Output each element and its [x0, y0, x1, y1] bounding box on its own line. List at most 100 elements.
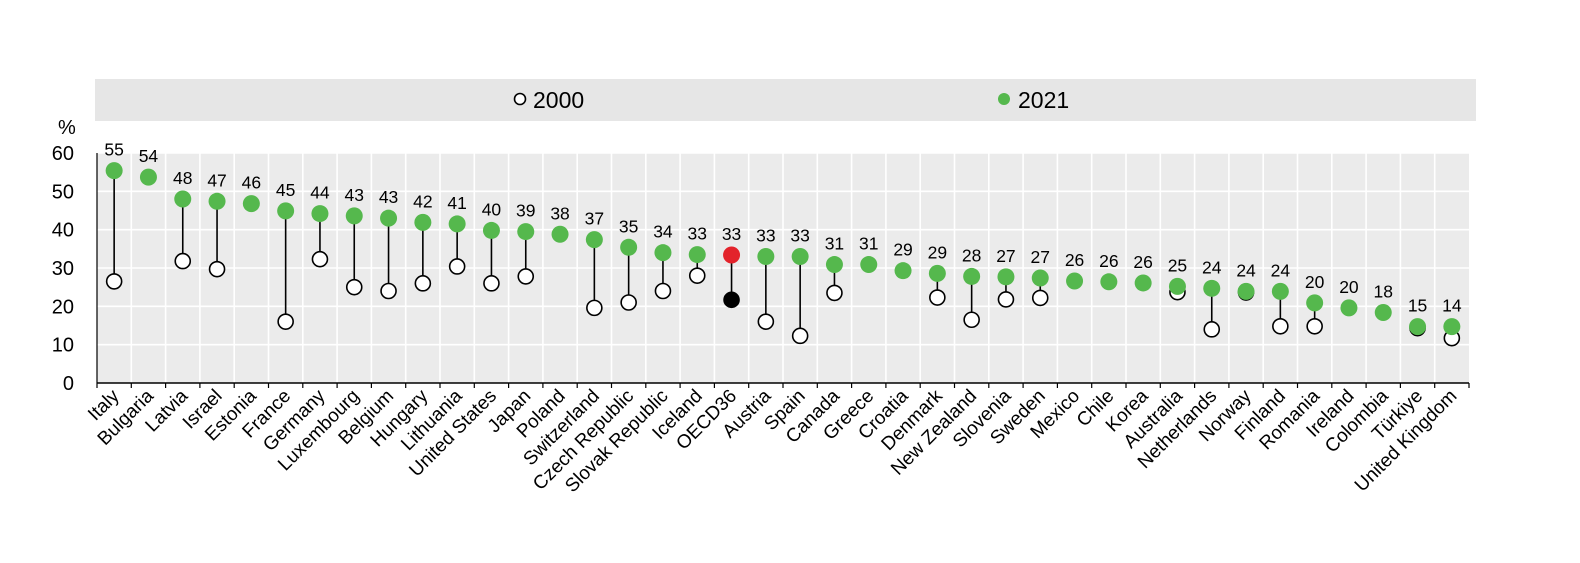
data-label: 31	[825, 234, 844, 254]
point-2000	[1203, 321, 1221, 338]
data-label: 46	[242, 173, 261, 193]
data-label: 18	[1374, 281, 1393, 301]
point-2021	[448, 215, 466, 233]
data-label: 33	[688, 224, 707, 244]
point-2000	[105, 273, 123, 290]
data-label: 25	[1168, 255, 1187, 275]
point-2021	[1271, 282, 1289, 300]
point-2021	[1031, 269, 1049, 287]
data-label: 33	[722, 224, 741, 244]
data-label: 20	[1305, 272, 1325, 292]
point-2000	[791, 327, 809, 345]
point-2000	[311, 250, 329, 268]
data-label: 29	[928, 242, 947, 262]
gridlines	[97, 152, 1469, 383]
y-tick-label: 40	[52, 220, 74, 242]
data-label: 54	[139, 146, 159, 166]
point-2021	[620, 238, 638, 256]
data-label: 42	[413, 191, 432, 211]
point-2021	[860, 256, 878, 274]
y-tick-label: 50	[52, 181, 74, 203]
data-label: 24	[1236, 260, 1256, 280]
point-2021	[791, 248, 809, 265]
data-label: 24	[1271, 260, 1291, 280]
legend-marker-2021	[998, 93, 1010, 105]
data-label: 45	[276, 180, 295, 200]
data-label: 40	[482, 199, 502, 219]
data-label: 31	[859, 234, 878, 254]
legend-label-2021: 2021	[1018, 87, 1069, 113]
point-2021	[1168, 277, 1186, 295]
data-label: 29	[893, 240, 912, 260]
data-label: 20	[1339, 277, 1359, 297]
data-label: 28	[962, 245, 981, 265]
data-label: 39	[516, 201, 535, 221]
point-2000	[1306, 317, 1323, 335]
point-2000	[448, 258, 466, 275]
point-2021	[1340, 299, 1358, 317]
y-tick-label: 60	[52, 143, 74, 165]
point-2021	[380, 209, 398, 227]
point-2000	[483, 275, 500, 292]
point-2000	[688, 267, 706, 284]
data-label: 43	[379, 187, 398, 207]
point-2021	[1374, 303, 1392, 321]
point-2000	[1272, 317, 1289, 335]
data-label: 37	[585, 209, 604, 229]
data-marks	[105, 162, 1461, 347]
data-label: 33	[790, 226, 809, 246]
point-2000	[997, 291, 1015, 308]
point-2000	[757, 313, 775, 330]
point-2021	[688, 246, 706, 264]
point-2021	[414, 213, 432, 231]
data-label: 24	[1202, 257, 1222, 277]
point-2000	[1031, 289, 1049, 307]
point-2000	[174, 252, 192, 270]
point-2021	[174, 190, 192, 208]
data-label: 26	[1065, 250, 1084, 270]
point-2000	[963, 311, 980, 329]
point-2021	[963, 267, 981, 285]
point-2021	[585, 231, 603, 249]
point-2021	[654, 244, 672, 262]
data-label: 27	[996, 246, 1015, 266]
y-unit-label: %	[58, 117, 76, 139]
point-2000	[586, 299, 603, 317]
point-2021	[105, 162, 123, 180]
point-2000	[620, 294, 637, 311]
data-label: 27	[1031, 247, 1050, 267]
legend: 2000 2021	[95, 79, 1476, 121]
data-label: 26	[1099, 251, 1118, 271]
point-2021	[1306, 294, 1324, 312]
point-2021	[139, 168, 157, 186]
point-2000	[654, 282, 672, 300]
y-tick-label: 10	[52, 335, 74, 357]
point-2021	[551, 225, 569, 243]
data-label: 34	[653, 222, 673, 242]
point-2021	[208, 192, 226, 210]
point-2021	[1203, 279, 1221, 297]
data-label: 55	[104, 140, 123, 160]
y-tick-label: 30	[52, 258, 74, 280]
data-label: 43	[345, 185, 364, 205]
legend-background	[95, 79, 1476, 121]
point-2000	[208, 260, 226, 278]
point-2021	[757, 248, 775, 265]
data-label: 48	[173, 168, 192, 188]
point-2000	[929, 289, 946, 306]
point-2021	[928, 264, 946, 282]
y-tick-label: 0	[63, 373, 74, 395]
point-2000	[517, 268, 535, 285]
legend-marker-2000	[513, 92, 527, 106]
data-label: 41	[447, 193, 466, 213]
point-2021	[1409, 318, 1427, 336]
point-2021	[311, 205, 329, 223]
point-2021	[825, 256, 843, 274]
point-2021	[723, 246, 741, 264]
legend-label-2000: 2000	[533, 87, 584, 113]
point-2000	[380, 282, 397, 300]
point-2021	[1100, 273, 1118, 291]
point-2021	[345, 207, 363, 225]
point-2021	[1237, 282, 1255, 300]
